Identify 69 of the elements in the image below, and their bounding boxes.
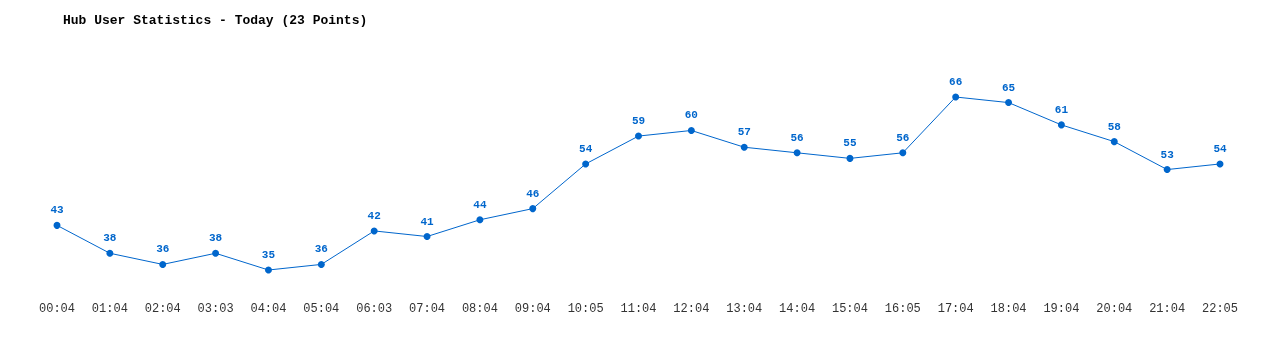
data-label: 53 [1160, 148, 1175, 161]
x-tick-label: 06:03 [356, 302, 393, 316]
point [1163, 166, 1171, 174]
point [687, 126, 695, 134]
x-tick-label: 13:04 [726, 302, 763, 316]
point [212, 249, 220, 257]
x-tick-label: 04:04 [250, 302, 287, 316]
point [1110, 138, 1118, 146]
point [1005, 99, 1013, 107]
x-tick-label: 17:04 [937, 302, 974, 316]
data-label: 36 [156, 243, 170, 256]
x-tick-label: 12:04 [673, 302, 710, 316]
point [106, 249, 114, 257]
data-label: 56 [790, 131, 804, 144]
data-label: 38 [103, 232, 117, 245]
data-label: 59 [631, 115, 646, 128]
x-tick-label: 09:04 [514, 302, 551, 316]
point [582, 160, 590, 168]
x-tick-label: 02:04 [144, 302, 181, 316]
data-label: 65 [1001, 81, 1016, 94]
point [264, 266, 272, 274]
data-label: 58 [1107, 120, 1122, 133]
data-label: 42 [367, 209, 381, 222]
x-tick-label: 00:04 [38, 302, 76, 316]
data-label: 60 [684, 109, 698, 122]
data-label: 66 [949, 76, 963, 88]
x-tick-label: 10:05 [567, 302, 604, 316]
data-label: 56 [896, 131, 910, 144]
point [476, 216, 484, 224]
x-tick-label: 01:04 [91, 302, 128, 316]
point [740, 143, 748, 151]
data-label: 61 [1054, 103, 1069, 116]
x-tick-label: 11:04 [620, 302, 657, 316]
x-tick-label: 08:04 [461, 302, 498, 316]
point [159, 260, 167, 268]
point [53, 221, 61, 229]
x-tick-label: 14:04 [779, 302, 816, 316]
data-label: 35 [261, 249, 276, 261]
chart-title: Hub User Statistics - Today (23 Points) [63, 13, 368, 28]
data-label: 57 [737, 126, 751, 139]
point [1057, 121, 1065, 129]
x-tick-label: 19:04 [1043, 302, 1080, 316]
x-tick-label: 20:04 [1096, 302, 1133, 316]
data-label: 43 [50, 204, 64, 217]
x-tick-label: 22:05 [1201, 302, 1239, 316]
x-tick-label: 05:04 [303, 302, 340, 316]
point [952, 93, 960, 101]
data-label: 55 [843, 137, 857, 150]
point [899, 149, 907, 157]
data-label: 36 [314, 243, 328, 256]
x-tick-label: 21:04 [1149, 302, 1186, 316]
data-label: 44 [473, 198, 487, 211]
point [529, 205, 537, 213]
point [423, 233, 431, 241]
data-label: 54 [579, 142, 593, 155]
data-label: 46 [526, 187, 540, 200]
x-tick-label: 16:05 [884, 302, 921, 316]
x-tick-label: 03:03 [197, 302, 234, 316]
x-tick-label: 07:04 [409, 302, 446, 316]
point [793, 149, 801, 157]
point [635, 132, 642, 140]
point [846, 154, 854, 162]
point [317, 260, 325, 268]
data-label: 41 [420, 215, 435, 228]
x-tick-label: 15:04 [831, 302, 868, 316]
x-tick-label: 18:04 [990, 302, 1027, 316]
data-label: 38 [208, 232, 223, 245]
data-label: 54 [1213, 142, 1227, 155]
point [370, 227, 378, 235]
